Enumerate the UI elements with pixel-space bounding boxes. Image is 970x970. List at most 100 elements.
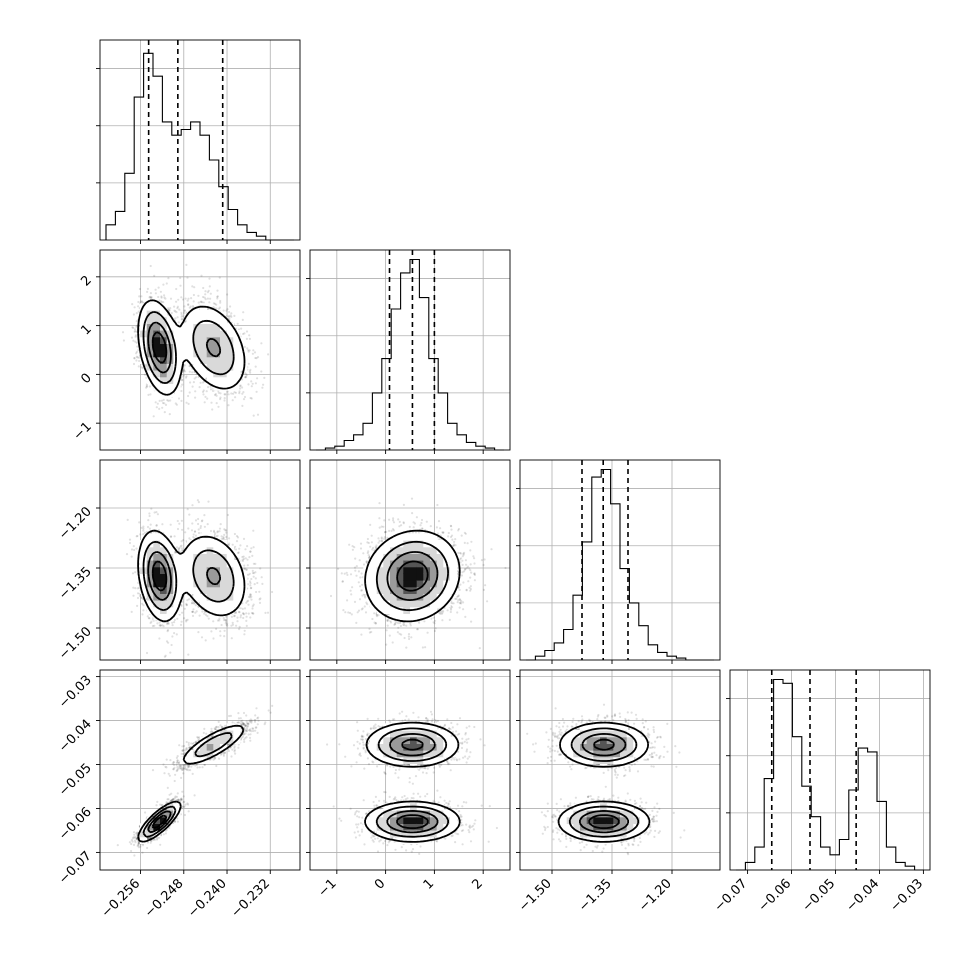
scatter-point [238,547,241,550]
scatter-point [202,286,205,290]
density-cell [166,363,174,371]
scatter-point [183,309,186,312]
scatter-point [175,633,178,636]
density-cell [200,330,208,338]
density-cell [200,310,208,318]
scatter-point [183,617,186,620]
scatter-point [153,511,156,514]
scatter-point [185,602,188,606]
scatter-point [167,277,170,280]
scatter-point [169,399,172,402]
scatter-point [148,512,151,515]
scatter-point [223,397,226,400]
density-cell [233,350,241,358]
scatter-point [249,584,252,587]
scatter-point [217,391,220,394]
scatter-point [244,376,247,379]
scatter-point [142,533,145,536]
scatter-point [157,286,160,289]
scatter-point [135,535,138,538]
density-cell [146,370,154,378]
density-cell [200,323,208,331]
scatter-point [145,651,149,655]
scatter-point [179,284,182,287]
contour-level-0 [137,299,246,396]
scatter-point [217,307,220,310]
scatter-point [256,377,259,380]
density-cell [160,343,168,351]
scatter-point [146,287,149,290]
scatter-point [208,277,211,280]
scatter-point [180,399,183,402]
scatter-point [173,551,177,554]
scatter-point [216,297,219,300]
scatter-point [218,617,221,620]
scatter-point [247,350,250,353]
scatter-point [203,612,206,615]
scatter-point [233,614,236,617]
scatter-point [252,603,255,606]
scatter-point [230,637,233,640]
scatter-point [182,368,185,371]
scatter-point [247,383,250,386]
density-cell [220,350,228,358]
scatter-point [170,311,173,315]
scatter-point [192,602,195,605]
density-cell [206,376,214,384]
scatter-point [219,396,222,399]
scatter-point [180,620,183,623]
scatter-point [181,315,184,318]
scatter-point [121,331,125,334]
scatter-point [142,604,145,607]
density-cell [160,376,168,384]
scatter-point [216,295,219,298]
density-cell [220,356,228,364]
scatter-point [238,625,241,629]
scatter-point [245,601,248,604]
scatter-point [241,378,244,381]
scatter-point [223,393,226,396]
scatter-point [200,520,203,523]
scatter-point [187,653,190,656]
scatter-point [149,292,152,295]
density-cell [173,356,181,364]
scatter-point [245,612,248,615]
scatter-point [227,544,231,547]
scatter-point [243,395,247,399]
density-cell [153,343,161,351]
scatter-point [168,308,171,311]
scatter-point [149,296,152,299]
density-cell [146,316,154,324]
density-cell [153,336,161,344]
scatter-point [163,402,166,405]
scatter-point [176,307,179,310]
scatter-point [225,535,228,539]
scatter-point [132,313,135,316]
scatter-point [185,620,188,623]
density-cell [226,343,234,351]
scatter-point [242,391,245,394]
density-cell [186,316,194,324]
scatter-point [245,568,248,571]
scatter-point [177,321,180,324]
scatter-point [232,392,235,395]
density-cell [206,370,214,378]
scatter-point [225,620,228,623]
scatter-point [241,559,244,563]
density-cell [153,316,161,324]
scatter-point [163,411,166,414]
scatter-point [178,546,181,550]
panel-frame [309,249,511,451]
scatter-point [176,519,179,523]
scatter-point [242,332,245,336]
scatter-point [188,513,191,516]
scatter-point [134,330,137,333]
scatter-point [245,337,248,340]
density-cell [206,336,214,344]
scatter-point [180,547,184,550]
density-cell [153,376,161,384]
scatter-point [217,405,220,408]
scatter-point [135,320,138,323]
density-cell [166,336,174,344]
scatter-point [173,632,176,635]
